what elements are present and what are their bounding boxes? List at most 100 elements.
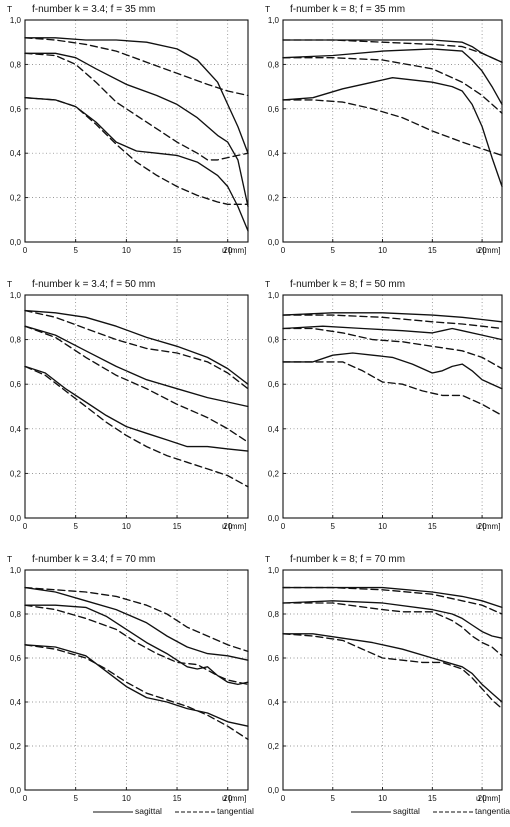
y-tick-label: 0,0: [268, 514, 280, 523]
y-axis-label: T: [7, 4, 12, 14]
legend-sagittal-label: sagittal: [393, 806, 420, 816]
x-tick-label: 10: [378, 794, 387, 803]
x-tick-label: 15: [428, 794, 437, 803]
x-tick-label: 0: [23, 246, 28, 255]
y-tick-label: 0,4: [10, 698, 22, 707]
chart-title: f-number k = 8; f = 35 mm: [290, 4, 405, 15]
sagittal-series-line: [282, 600, 503, 639]
mtf-chart-panel: 0 5 10 15 20 0,0 0,2 0,4 0,6 0,8 1,0 Tu [mm] f-numbe…: [7, 279, 249, 531]
tangential-series-line: [282, 314, 503, 330]
sagittal-series-line: [282, 633, 503, 703]
mtf-chart-panel: 0 5 10 15 20 0,0 0,2 0,4 0,6 0,8 1,0 Tu [mm] f-numbe…: [7, 554, 249, 803]
tangential-series-line: [282, 99, 503, 157]
x-tick-label: 0: [281, 246, 286, 255]
tangential-series-line: [24, 644, 249, 741]
tangential-series-line: [24, 586, 249, 653]
tangential-series-line: [282, 57, 503, 114]
x-tick-label: 20: [223, 522, 232, 531]
sagittal-series-line: [24, 325, 249, 408]
plot-frame: [24, 569, 249, 791]
x-tick-label: 20: [478, 522, 487, 531]
y-tick-label: 1,0: [10, 566, 22, 575]
y-tick-label: 0,6: [268, 654, 280, 663]
x-tick-label: 5: [73, 246, 78, 255]
y-tick-label: 0,8: [268, 60, 280, 69]
chart-title: f-number k = 8; f = 70 mm: [290, 554, 405, 565]
sagittal-series-line: [282, 325, 503, 341]
sagittal-series-line: [24, 365, 249, 452]
y-tick-label: 0,8: [10, 60, 22, 69]
y-axis-label: T: [7, 279, 12, 289]
plot-frame: [282, 294, 503, 519]
sagittal-series-line: [282, 352, 503, 390]
x-axis-label: u [mm]: [222, 794, 246, 803]
plot-frame: [282, 19, 503, 243]
legend-tangential-label: tangential: [217, 806, 254, 816]
tangential-series-line: [24, 309, 249, 390]
y-tick-label: 0,8: [10, 336, 22, 345]
y-tick-label: 0,4: [10, 425, 22, 434]
sagittal-series-line: [282, 77, 503, 188]
mtf-chart-panel: 0 5 10 15 20 0,0 0,2 0,4 0,6 0,8 1,0 Tu [mm] f-numbe…: [265, 4, 503, 255]
y-tick-label: 0,0: [10, 514, 22, 523]
x-tick-label: 15: [173, 522, 182, 531]
chart-title: f-number k = 8; f = 50 mm: [290, 279, 405, 290]
chart-title: f-number k = 3.4; f = 70 mm: [32, 554, 155, 565]
y-tick-label: 0,4: [268, 425, 280, 434]
tangential-series-line: [282, 602, 503, 657]
y-axis-label: T: [265, 554, 270, 564]
sagittal-series-line: [282, 39, 503, 63]
sagittal-series-line: [24, 97, 249, 232]
y-tick-label: 0,2: [268, 194, 280, 203]
tangential-series-line: [24, 52, 249, 161]
x-tick-label: 20: [223, 794, 232, 803]
tangential-series-line: [24, 97, 249, 205]
tangential-series-line: [282, 361, 503, 417]
y-tick-label: 0,0: [268, 786, 280, 795]
x-axis-label: u [mm]: [222, 246, 246, 255]
x-tick-label: 0: [281, 794, 286, 803]
y-tick-label: 0,2: [10, 469, 22, 478]
sagittal-series-line: [282, 312, 503, 323]
tangential-series-line: [282, 633, 503, 710]
y-tick-label: 0,2: [268, 469, 280, 478]
x-tick-label: 15: [173, 794, 182, 803]
y-tick-label: 0,0: [10, 238, 22, 247]
x-axis-label: u [mm]: [222, 522, 246, 531]
x-tick-label: 10: [122, 794, 131, 803]
plot-frame: [24, 294, 249, 519]
sagittal-series-line: [24, 52, 249, 208]
sagittal-series-line: [282, 48, 503, 106]
chart-title: f-number k = 3.4; f = 35 mm: [32, 4, 155, 15]
y-axis-label: T: [7, 554, 12, 564]
y-tick-label: 1,0: [10, 16, 22, 25]
y-tick-label: 0,6: [268, 105, 280, 114]
x-tick-label: 0: [23, 794, 28, 803]
x-tick-label: 5: [73, 794, 78, 803]
x-tick-label: 0: [23, 522, 28, 531]
tangential-series-line: [282, 39, 503, 63]
legend: sagittal tangential: [351, 806, 510, 816]
tangential-series-line: [24, 365, 249, 488]
x-tick-label: 5: [331, 794, 336, 803]
sagittal-series-line: [24, 37, 249, 154]
sagittal-series-line: [24, 604, 249, 686]
x-tick-label: 15: [428, 522, 437, 531]
x-tick-label: 5: [331, 246, 336, 255]
sagittal-series-line: [24, 309, 249, 385]
x-axis-label: u [mm]: [476, 522, 500, 531]
sagittal-series-line: [24, 586, 249, 661]
y-tick-label: 0,2: [268, 742, 280, 751]
x-tick-label: 15: [428, 246, 437, 255]
y-tick-label: 1,0: [268, 566, 280, 575]
plot-frame: [24, 19, 249, 243]
y-tick-label: 0,4: [10, 149, 22, 158]
mtf-chart-panel: 0 5 10 15 20 0,0 0,2 0,4 0,6 0,8 1,0 Tu [mm] f-numbe…: [265, 554, 503, 803]
sagittal-series-line: [24, 644, 249, 727]
y-axis-label: T: [265, 279, 270, 289]
x-tick-label: 20: [478, 794, 487, 803]
y-tick-label: 0,2: [10, 194, 22, 203]
x-tick-label: 15: [173, 246, 182, 255]
y-tick-label: 0,6: [10, 654, 22, 663]
